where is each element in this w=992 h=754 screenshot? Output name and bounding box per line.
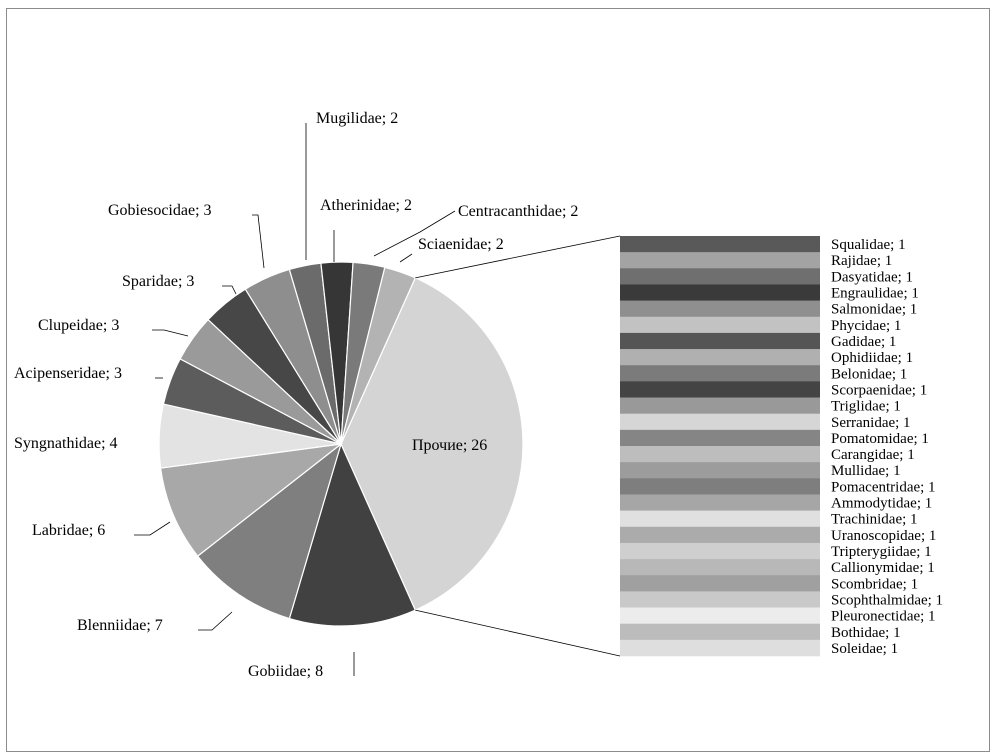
- bar-segment-tripterygiidae: [620, 542, 820, 560]
- bar-label-callionymidae: Callionymidae; 1: [831, 560, 935, 576]
- bar-segment-ammodytidae: [620, 494, 820, 511]
- pie-label-gobiesocidae: Gobiesocidae; 3: [108, 202, 212, 219]
- bar-segment-engraulidae: [620, 284, 820, 301]
- bar-label-tripterygiidae: Tripterygiidae; 1: [831, 544, 932, 560]
- bar-segment-rajidae: [620, 252, 820, 269]
- pie-label-прочие: Прочие; 26: [412, 437, 487, 454]
- leader-lines: [134, 123, 456, 676]
- pie-label-atherinidae: Atherinidae; 2: [320, 197, 412, 214]
- bar-label-bothidae: Bothidae; 1: [831, 625, 901, 641]
- bar-segment-scombridae: [620, 575, 820, 592]
- bar-label-ammodytidae: Ammodytidae; 1: [831, 496, 932, 512]
- bar-segment-gadidae: [620, 332, 820, 350]
- bar-label-pleuronectidae: Pleuronectidae; 1: [831, 609, 936, 625]
- leader-line-sciaenidae: [399, 253, 413, 263]
- bar-segment-bothidae: [620, 623, 820, 641]
- bar-label-salmonidae: Salmonidae; 1: [831, 302, 917, 318]
- bar-segment-mullidae: [620, 462, 820, 479]
- bar-segment-soleidae: [620, 639, 820, 657]
- bar-label-scombridae: Scombridae; 1: [831, 576, 918, 592]
- pie-labels: Прочие; 26 Gobiidae; 8 Blenniidae; 7 Labrid…: [14, 110, 578, 680]
- bar-segment-callionymidae: [620, 559, 820, 576]
- bar-segment-pleuronectidae: [620, 607, 820, 624]
- leader-line-clupeidae: [152, 329, 189, 337]
- bar-label-pomatomidae: Pomatomidae; 1: [831, 431, 929, 447]
- pie: [158, 261, 524, 627]
- bar-label-scorpaenidae: Scorpaenidae; 1: [831, 382, 927, 398]
- leader-line-gobiesocidae: [252, 214, 265, 269]
- bar-label-uranoscopidae: Uranoscopidae; 1: [831, 528, 936, 544]
- pie-label-centracanthidae: Centracanthidae; 2: [458, 203, 578, 220]
- bar-label-mullidae: Mullidae; 1: [831, 463, 901, 479]
- connector-lines: [415, 235, 621, 657]
- pie-label-clupeidae: Clupeidae; 3: [38, 317, 119, 334]
- leader-line-blenniidae: [198, 611, 233, 631]
- pie-slice-blenniidae: [196, 442, 343, 620]
- bar-label-gadidae: Gadidae; 1: [831, 334, 896, 350]
- bar-segment-scophthalmidae: [620, 591, 820, 608]
- bar-segment-uranoscopidae: [620, 526, 820, 544]
- bar-label-serranidae: Serranidae; 1: [831, 415, 911, 431]
- pie-slice-labridae: [159, 443, 344, 557]
- pie-label-acipenseridae: Acipenseridae; 3: [14, 365, 122, 382]
- bar-label-squalidae: Squalidae; 1: [831, 237, 906, 253]
- bar-segment-scorpaenidae: [620, 381, 820, 398]
- pie-label-mugilidae: Mugilidae; 2: [316, 110, 398, 127]
- bar-label-carangidae: Carangidae; 1: [831, 447, 915, 463]
- pie-label-sciaenidae: Sciaenidae; 2: [418, 236, 504, 253]
- pie-label-syngnathidae: Syngnathidae; 4: [14, 435, 118, 452]
- pie-label-gobiidae: Gobiidae; 8: [248, 663, 323, 680]
- bar-segment-trachinidae: [620, 510, 820, 528]
- pie-label-labridae: Labridae; 6: [32, 522, 105, 539]
- leader-line-labridae: [134, 521, 171, 536]
- others-bar: [620, 236, 820, 657]
- bar-label-rajidae: Rajidae; 1: [831, 253, 892, 269]
- bar-label-pomacentridae: Pomacentridae; 1: [831, 479, 936, 495]
- pie-label-blenniidae: Blenniidae; 7: [77, 617, 163, 634]
- bar-segment-triglidae: [620, 397, 820, 414]
- leader-line-centracanthidae: [373, 210, 456, 257]
- bar-label-engraulidae: Engraulidae; 1: [831, 286, 919, 302]
- bar-segment-serranidae: [620, 413, 820, 431]
- bar-label-ophidiidae: Ophidiidae; 1: [831, 350, 913, 366]
- bar-label-dasyatidae: Dasyatidae; 1: [831, 269, 913, 285]
- bar-segment-phycidae: [620, 316, 820, 334]
- bar-segment-pomatomidae: [620, 429, 820, 447]
- bar-segment-belonidae: [620, 365, 820, 382]
- bar-segment-carangidae: [620, 446, 820, 463]
- bar-label-scophthalmidae: Scophthalmidae; 1: [831, 592, 943, 608]
- bar-segment-dasyatidae: [620, 268, 820, 285]
- bar-segment-squalidae: [620, 236, 820, 253]
- pie-slice-прочие: [340, 277, 524, 611]
- leader-line-sparidae: [222, 285, 237, 295]
- connector-line-bottom: [415, 609, 621, 657]
- bar-label-belonidae: Belonidae; 1: [831, 366, 907, 382]
- pie-slice-sciaenidae: [340, 266, 417, 445]
- pie-label-sparidae: Sparidae; 3: [122, 273, 194, 290]
- bar-segment-pomacentridae: [620, 478, 820, 495]
- bar-segment-ophidiidae: [620, 349, 820, 366]
- bar-label-soleidae: Soleidae; 1: [831, 641, 898, 657]
- bar-label-phycidae: Phycidae; 1: [831, 318, 901, 334]
- bar-label-triglidae: Triglidae; 1: [831, 399, 901, 415]
- bar-label-trachinidae: Trachinidae; 1: [831, 512, 918, 528]
- connector-line-top: [415, 235, 621, 279]
- bar-segment-salmonidae: [620, 300, 820, 318]
- pie-slice-gobiidae: [288, 442, 417, 627]
